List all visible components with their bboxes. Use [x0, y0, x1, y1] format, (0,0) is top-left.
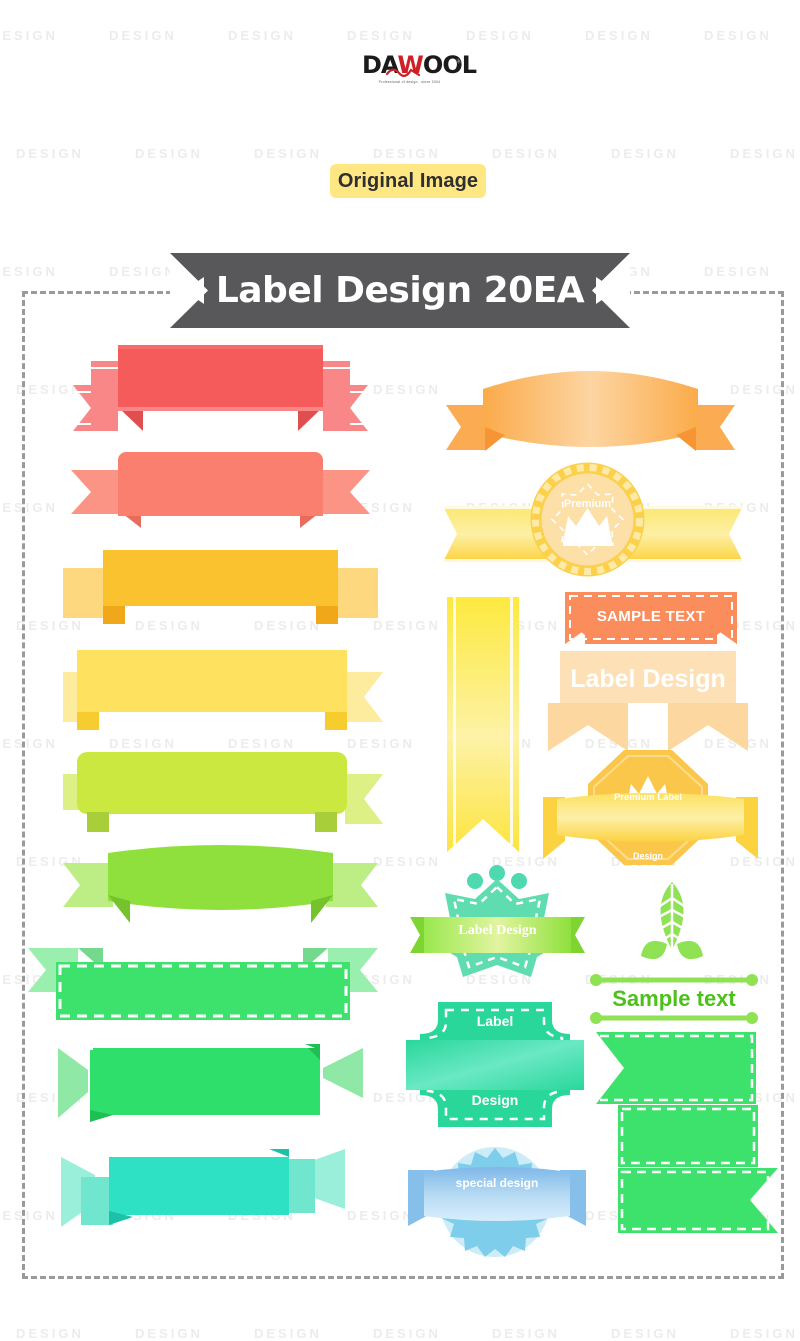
logo-wordmark: DAWOOL ✳ [362, 51, 477, 79]
ribbon-green-stacked-1 [596, 1032, 756, 1104]
logo-letter-a: A [380, 51, 398, 79]
ribbon-teal-angled-banner [33, 1135, 378, 1245]
teal-badge-bottom-label: Design [471, 1092, 519, 1108]
original-image-badge: Original Image [330, 164, 486, 198]
ribbon-amber-flat-banner [63, 550, 378, 630]
watermark-text: DESIGN [228, 28, 296, 43]
ribbon-green-stacked-3 [618, 1168, 778, 1233]
peach-label-design-text: Label Design [570, 665, 726, 693]
watermark-text: DESIGN [254, 146, 322, 161]
watermark-text: DESIGN [704, 264, 772, 279]
logo-swoosh-icon [385, 68, 421, 77]
premium-label-badge-text: Premium Label [613, 792, 683, 803]
ribbon-coral-rounded-banner [63, 450, 378, 540]
watermark-text: DESIGN [611, 1326, 679, 1341]
watermark-text: DESIGN [135, 146, 203, 161]
ribbon-yellow-bookmark [443, 597, 523, 852]
badge-premium-circle [530, 462, 645, 577]
watermark-text: DESIGN [347, 28, 415, 43]
ribbon-gold-octagon-sash [543, 793, 758, 860]
ribbon-yellow-flat-banner [63, 650, 383, 735]
leaf-sample-text: Sample text [612, 986, 736, 1011]
watermark-text: DESIGN [109, 264, 177, 279]
header-title: Label Design 20EA [215, 270, 585, 311]
logo-letter-w: W [397, 51, 424, 79]
original-image-label: Original Image [337, 169, 479, 192]
watermark-text: DESIGN [0, 28, 58, 43]
watermark-text: DESIGN [585, 28, 653, 43]
ribbon-mint-sash [410, 915, 585, 955]
poster-canvas: DESIGN DESIGN DESIGN DESIGN DESIGN DESIGN DESI… [0, 28, 798, 1341]
watermark-text: DESIGN [135, 1326, 203, 1341]
ribbon-red-double-banner [63, 345, 378, 455]
watermark-text: DESIGN [466, 28, 534, 43]
logo-tagline: Professional of design . since 2004 [378, 80, 441, 84]
special-design-label: special design [455, 1176, 539, 1190]
watermark-text: DESIGN [611, 146, 679, 161]
ribbon-peach-label-design [548, 651, 748, 756]
watermark-text: DESIGN [704, 28, 772, 43]
leaf-sample-rules [588, 974, 760, 1024]
watermark-text: DESIGN [109, 28, 177, 43]
watermark-text: DESIGN [373, 1326, 441, 1341]
ribbon-orange-arched-banner [443, 365, 738, 465]
ribbon-lime-rounded-banner [63, 752, 383, 837]
logo-letter-o1: O [422, 51, 443, 79]
logo-letter-l: L [461, 51, 477, 79]
dawool-logo: DAWOOL ✳ Professional of design . since … [362, 51, 477, 88]
logo-letter-o2: O [442, 51, 462, 79]
star-icon: ✳ [455, 57, 462, 66]
sample-text-ribbon-label: SAMPLE TEXT [596, 608, 706, 625]
ribbon-green-curved-banner [58, 845, 383, 935]
ribbon-green-stacked-2 [618, 1105, 758, 1167]
teal-badge-top-label: Label [476, 1013, 514, 1029]
watermark-text: DESIGN [16, 146, 84, 161]
ribbon-green-angled-banner [33, 1030, 378, 1130]
watermark-text: DESIGN [0, 264, 58, 279]
ribbon-blue-sash [408, 1167, 586, 1230]
ribbon-green-dashed-banner [28, 940, 378, 1025]
premium-circle-label: Premium [563, 498, 612, 510]
watermark-text: DESIGN [373, 146, 441, 161]
watermark-text: DESIGN [730, 1326, 798, 1341]
watermark-text: DESIGN [492, 1326, 560, 1341]
emblem-leaf [637, 880, 707, 980]
watermark-text: DESIGN [730, 146, 798, 161]
watermark-text: DESIGN [16, 1326, 84, 1341]
logo-letter-d: D [362, 51, 382, 79]
watermark-text: DESIGN [492, 146, 560, 161]
badge-teal-label [406, 1002, 584, 1127]
mint-label-design-text: Label Design [458, 923, 537, 938]
ribbon-orange-sample-text [565, 592, 737, 644]
premium-label-sub-text: Design [632, 851, 663, 861]
header-ribbon: Label Design 20EA [170, 253, 630, 328]
watermark-text: DESIGN [254, 1326, 322, 1341]
